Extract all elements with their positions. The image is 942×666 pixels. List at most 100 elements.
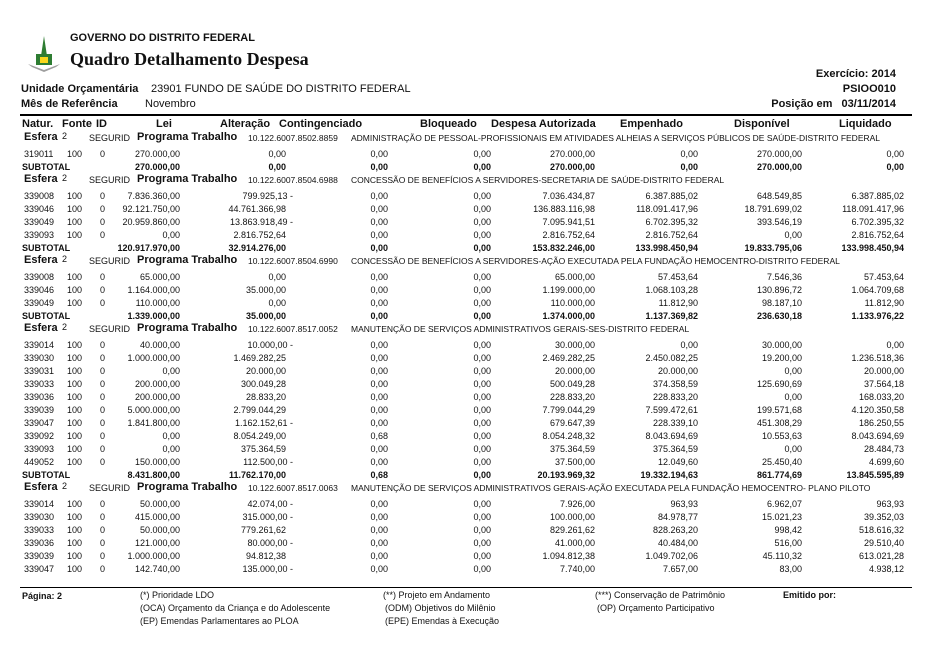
cell-alteracao: 0,00 bbox=[268, 149, 286, 159]
cell-empenhado: 1.068.103,28 bbox=[645, 285, 698, 295]
cell-empenhado: 0,00 bbox=[680, 149, 698, 159]
esfera-label: Esfera bbox=[24, 131, 58, 143]
cell-id: 0 bbox=[100, 405, 106, 415]
programa-description: ADMINISTRAÇÃO DE PESSOAL-PROFISSIONAIS E… bbox=[351, 133, 881, 143]
cell-lei: 1.841.800,00 bbox=[127, 418, 180, 428]
cell-empenhado: 1.137.369,82 bbox=[645, 311, 698, 321]
cell-bloqueado: 0,00 bbox=[473, 230, 491, 240]
table-row: 339008 100 0 7.836.360,00 799.925,13 - 0,00 0,… bbox=[0, 190, 942, 203]
exercicio: Exercício: 2014 bbox=[815, 68, 896, 80]
cell-disponivel: 0,00 bbox=[784, 444, 802, 454]
cell-id: 0 bbox=[100, 499, 106, 509]
cell-alteracao: 35.000,00 bbox=[245, 285, 286, 295]
cell-contingenciado: 0,00 bbox=[370, 392, 388, 402]
cell-despesa-autorizada: 228.833,20 bbox=[549, 392, 595, 402]
cell-despesa-autorizada: 110.000,00 bbox=[550, 298, 595, 308]
cell-alteracao: 0,00 bbox=[268, 162, 286, 172]
cell-liquidado: 39.352,03 bbox=[863, 512, 904, 522]
cell-liquidado: 0,00 bbox=[886, 340, 904, 350]
programa-label: Programa Trabalho bbox=[137, 254, 238, 266]
cell-contingenciado: 0,68 bbox=[370, 470, 388, 480]
cell-disponivel: 7.546,36 bbox=[766, 272, 802, 282]
cell-id: 0 bbox=[100, 418, 106, 428]
cell-contingenciado: 0,00 bbox=[370, 149, 388, 159]
cell-disponivel: 451.308,29 bbox=[756, 418, 802, 428]
cell-bloqueado: 0,00 bbox=[473, 512, 491, 522]
programa-label: Programa Trabalho bbox=[137, 481, 238, 493]
cell-despesa-autorizada: 375.364,59 bbox=[549, 444, 595, 454]
cell-natur: 339030 bbox=[24, 512, 55, 522]
programa-label: Programa Trabalho bbox=[137, 173, 238, 185]
cell-bloqueado: 0,00 bbox=[473, 551, 491, 561]
cell-despesa-autorizada: 7.036.434,87 bbox=[542, 191, 595, 201]
cell-fonte: 100 bbox=[67, 512, 83, 522]
legend-item: (ODM) Objetivos do Milênio bbox=[385, 603, 496, 613]
cell-liquidado: 4.699,60 bbox=[868, 457, 904, 467]
cell-disponivel: 270.000,00 bbox=[756, 149, 802, 159]
cell-id: 0 bbox=[100, 525, 106, 535]
cell-alteracao: 2.816.752,64 bbox=[233, 230, 286, 240]
cell-alteracao: 112.500,00 - bbox=[243, 457, 293, 467]
cell-lei: 0,00 bbox=[162, 230, 180, 240]
cell-bloqueado: 0,00 bbox=[473, 470, 491, 480]
cell-despesa-autorizada: 20.193.969,32 bbox=[537, 470, 595, 480]
esfera-value: 2 bbox=[62, 254, 68, 264]
expense-block: Esfera 2 SEGURID Programa Trabalho 10.122.60… bbox=[0, 481, 942, 576]
cell-bloqueado: 0,00 bbox=[473, 499, 491, 509]
cell-despesa-autorizada: 1.094.812,38 bbox=[542, 551, 595, 561]
cell-fonte: 100 bbox=[67, 379, 83, 389]
cell-liquidado: 0,00 bbox=[886, 162, 904, 172]
cell-id: 0 bbox=[100, 564, 106, 574]
cell-empenhado: 6.702.395,32 bbox=[645, 217, 698, 227]
programa-description: CONCESSÃO DE BENEFÍCIOS A SERVIDORES-SEC… bbox=[351, 175, 725, 185]
col-despesa-autorizada: Despesa Autorizada bbox=[491, 118, 596, 130]
col-bloqueado: Bloqueado bbox=[420, 118, 477, 130]
cell-id: 0 bbox=[100, 457, 106, 467]
cell-alteracao: 32.914.276,00 bbox=[228, 243, 286, 253]
cell-natur: 339033 bbox=[24, 525, 55, 535]
esfera-label: Esfera bbox=[24, 481, 58, 493]
table-row: 319011 100 0 270.000,00 0,00 0,00 0,00 270.000,… bbox=[0, 148, 942, 161]
cell-despesa-autorizada: 100.000,00 bbox=[549, 512, 595, 522]
table-row: 339031 100 0 0,00 20.000,00 0,00 0,00 20.000,00… bbox=[0, 365, 942, 378]
legend-item: (OCA) Orçamento da Criança e do Adolesce… bbox=[140, 603, 331, 613]
cell-disponivel: 199.571,68 bbox=[756, 405, 802, 415]
cell-disponivel: 861.774,69 bbox=[756, 470, 802, 480]
cell-bloqueado: 0,00 bbox=[473, 353, 491, 363]
cell-contingenciado: 0,00 bbox=[370, 405, 388, 415]
cell-contingenciado: 0,00 bbox=[370, 340, 388, 350]
cell-contingenciado: 0,00 bbox=[370, 538, 388, 548]
cell-disponivel: 236.630,18 bbox=[756, 311, 802, 321]
cell-natur: 339036 bbox=[24, 538, 55, 548]
legend-item: (*) Prioridade LDO bbox=[140, 590, 215, 600]
cell-bloqueado: 0,00 bbox=[473, 431, 491, 441]
col-disponivel: Disponível bbox=[734, 118, 790, 130]
cell-liquidado: 133.998.450,94 bbox=[841, 243, 904, 253]
cell-empenhado: 19.332.194,63 bbox=[640, 470, 698, 480]
esfera-line: Esfera 2 SEGURID Programa Trabalho 10.122.60… bbox=[0, 173, 942, 188]
cell-disponivel: 125.690,69 bbox=[756, 379, 802, 389]
mes-value: Novembro bbox=[145, 98, 196, 110]
cell-liquidado: 613.021,28 bbox=[858, 551, 904, 561]
cell-liquidado: 11.812,90 bbox=[864, 298, 904, 308]
cell-id: 0 bbox=[100, 149, 106, 159]
table-row: 339014 100 0 50.000,00 42.074,00 - 0,00 0,00 7.… bbox=[0, 498, 942, 511]
cell-fonte: 100 bbox=[67, 499, 83, 509]
cell-despesa-autorizada: 37.500,00 bbox=[554, 457, 595, 467]
esfera-value: 2 bbox=[62, 173, 68, 183]
cell-natur: 339046 bbox=[24, 285, 55, 295]
cell-contingenciado: 0,00 bbox=[370, 191, 388, 201]
cell-contingenciado: 0,00 bbox=[370, 457, 388, 467]
expense-block: Esfera 2 SEGURID Programa Trabalho 10.122.60… bbox=[0, 322, 942, 481]
table-row: 339047 100 0 142.740,00 135.000,00 - 0,00 0,00… bbox=[0, 563, 942, 576]
cell-despesa-autorizada: 270.000,00 bbox=[549, 162, 595, 172]
legend-item: (***) Conservação de Patrimônio bbox=[595, 590, 726, 600]
cell-lei: 121.000,00 bbox=[134, 538, 180, 548]
col-alteracao: Alteração bbox=[220, 118, 271, 130]
emitido-por: Emitido por: bbox=[783, 590, 836, 600]
cell-liquidado: 57.453,64 bbox=[863, 272, 904, 282]
subtotal-label: SUBTOTAL bbox=[22, 311, 71, 321]
cell-id: 0 bbox=[100, 340, 106, 350]
cell-alteracao: 315.000,00 - bbox=[242, 512, 293, 522]
cell-lei: 92.121.750,00 bbox=[122, 204, 180, 214]
